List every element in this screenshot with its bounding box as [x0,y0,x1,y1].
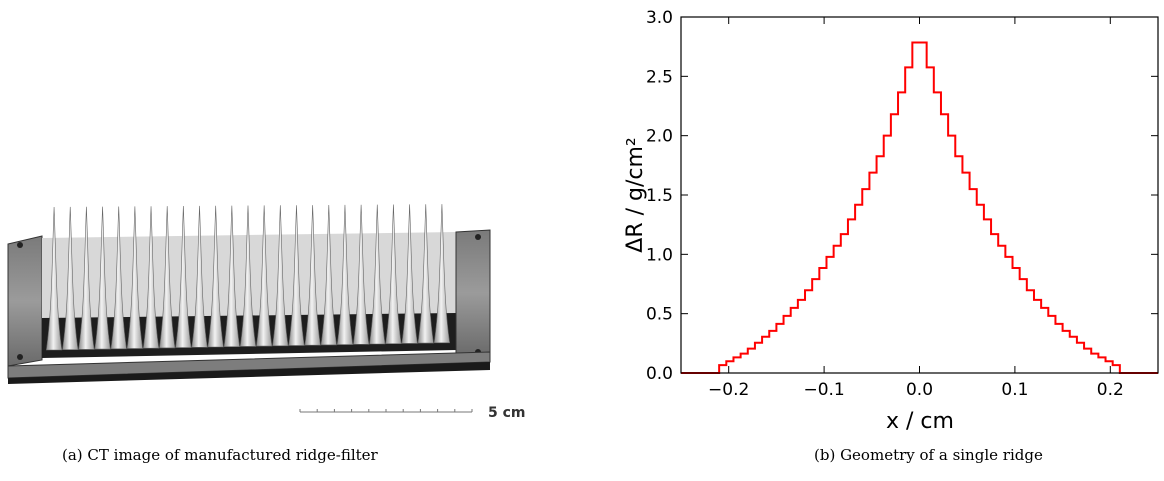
scale-bar-label: 5 cm [488,405,526,421]
ridge [369,204,386,345]
y-tick-label: 2.0 [646,127,673,147]
ridge [272,205,289,347]
ridge [320,204,337,346]
ridge-geometry-chart-panel: −0.2 −0.1 0.0 0.1 0.2 0.0 0.5 1.0 1.5 2.0 2.5 3.0 … [560,0,1164,481]
ridge [110,206,127,350]
x-tick-label: −0.1 [803,380,844,400]
ridge-array [45,204,451,351]
x-tick-label: 0.1 [1001,380,1028,400]
x-tick-label: −0.2 [708,380,749,400]
scale-bar: 5 cm [299,405,526,421]
y-tick-label: 0.0 [646,364,673,384]
caption-b: (b) Geometry of a single ridge [814,446,1043,464]
plot-frame [680,16,1159,374]
ridge [142,206,160,349]
right-top-hole [475,234,481,240]
y-tick-label: 0.5 [646,305,673,325]
ridge [175,206,192,348]
ridge [94,206,111,350]
ridge-filter-ct-image: 5 cm [7,204,526,421]
y-axis-label: ΔR / g/cm² [623,137,648,252]
ridge [256,205,273,347]
left-bottom-hole [17,354,23,360]
y-axis-ticks: 0.0 0.5 1.0 1.5 2.0 2.5 3.0 [646,8,1158,384]
y-tick-label: 3.0 [646,8,673,28]
ridge [304,205,321,346]
ridge-geometry-chart: −0.2 −0.1 0.0 0.1 0.2 0.00.51.01.52.02.53.0 … [623,8,1159,434]
x-axis-label: x / cm [886,409,954,434]
left-top-hole [17,242,23,248]
ridge [433,204,451,344]
ridge [159,206,176,349]
ridge [223,205,240,347]
x-axis-ticks: −0.2 −0.1 0.0 0.1 0.2 [708,17,1124,400]
ridge [288,205,305,346]
y-tick-label: 2.5 [646,67,673,87]
ridge [336,204,354,345]
ridge [401,204,418,344]
ridge [353,204,370,345]
right-end-block [455,229,491,357]
y-tick-label: 1.5 [646,186,673,206]
y-tick-label: 1.0 [646,245,673,265]
left-end-block [7,235,43,367]
ridge [207,205,224,348]
ridge [78,206,95,350]
ridge [62,206,79,350]
x-tick-label: 0.0 [906,380,933,400]
x-tick-label: 0.2 [1097,380,1124,400]
ridge-profile-line [681,41,1158,374]
ridge [417,204,434,344]
ridge [239,205,257,347]
caption-a: (a) CT image of manufactured ridge-filte… [62,446,378,464]
ridge [385,204,402,344]
ridge [126,206,143,349]
ridge [191,205,208,348]
bottom-rail-underside [8,362,490,384]
ridge [45,206,63,351]
ct-image-panel: 5 cm [0,0,560,481]
